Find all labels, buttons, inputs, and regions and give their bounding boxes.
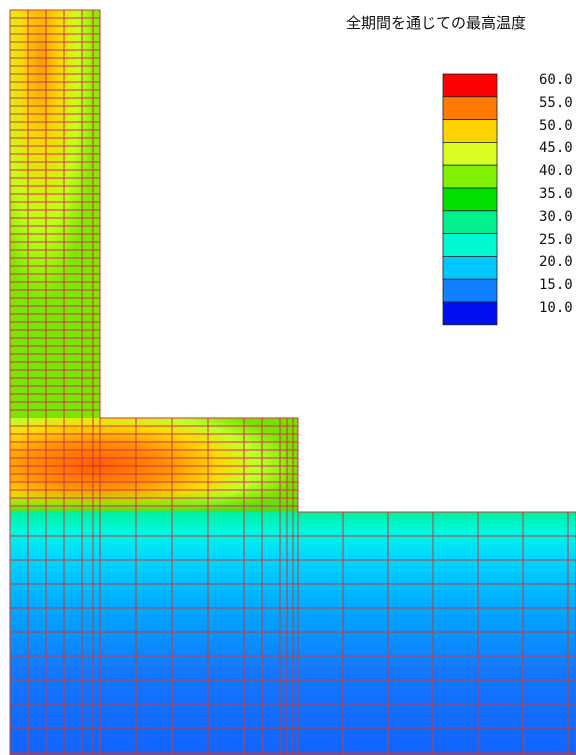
mesh-grid [9, 10, 576, 755]
legend-label: 20.0 [539, 254, 573, 271]
legend-label: 25.0 [539, 231, 573, 248]
legend-swatch [442, 255, 498, 280]
legend-swatch [442, 141, 498, 166]
legend-label: 55.0 [539, 94, 573, 111]
color-legend [442, 73, 498, 326]
legend-swatch [442, 187, 498, 212]
legend-label: 45.0 [539, 140, 573, 157]
legend-swatch [442, 73, 498, 98]
legend-label: 40.0 [539, 163, 573, 180]
legend-label: 10.0 [539, 300, 573, 316]
legend-swatch [442, 96, 498, 121]
legend-swatch [442, 278, 498, 303]
legend-label: 15.0 [539, 277, 573, 294]
legend-swatch [442, 233, 498, 257]
legend-label: 30.0 [539, 208, 573, 225]
legend-label: 50.0 [539, 117, 573, 134]
legend-label: 60.0 [539, 72, 573, 88]
legend-swatch [442, 119, 498, 143]
legend-swatch [442, 210, 498, 235]
wall-hot-zone [10, 10, 100, 418]
legend-swatch [442, 164, 498, 189]
slab-bottom-fade [10, 490, 298, 512]
diagram-title: 全期間を通じての最高温度 [346, 14, 527, 32]
legend-label: 35.0 [539, 186, 573, 202]
section-outline [9, 9, 576, 755]
legend-swatch [442, 301, 498, 326]
